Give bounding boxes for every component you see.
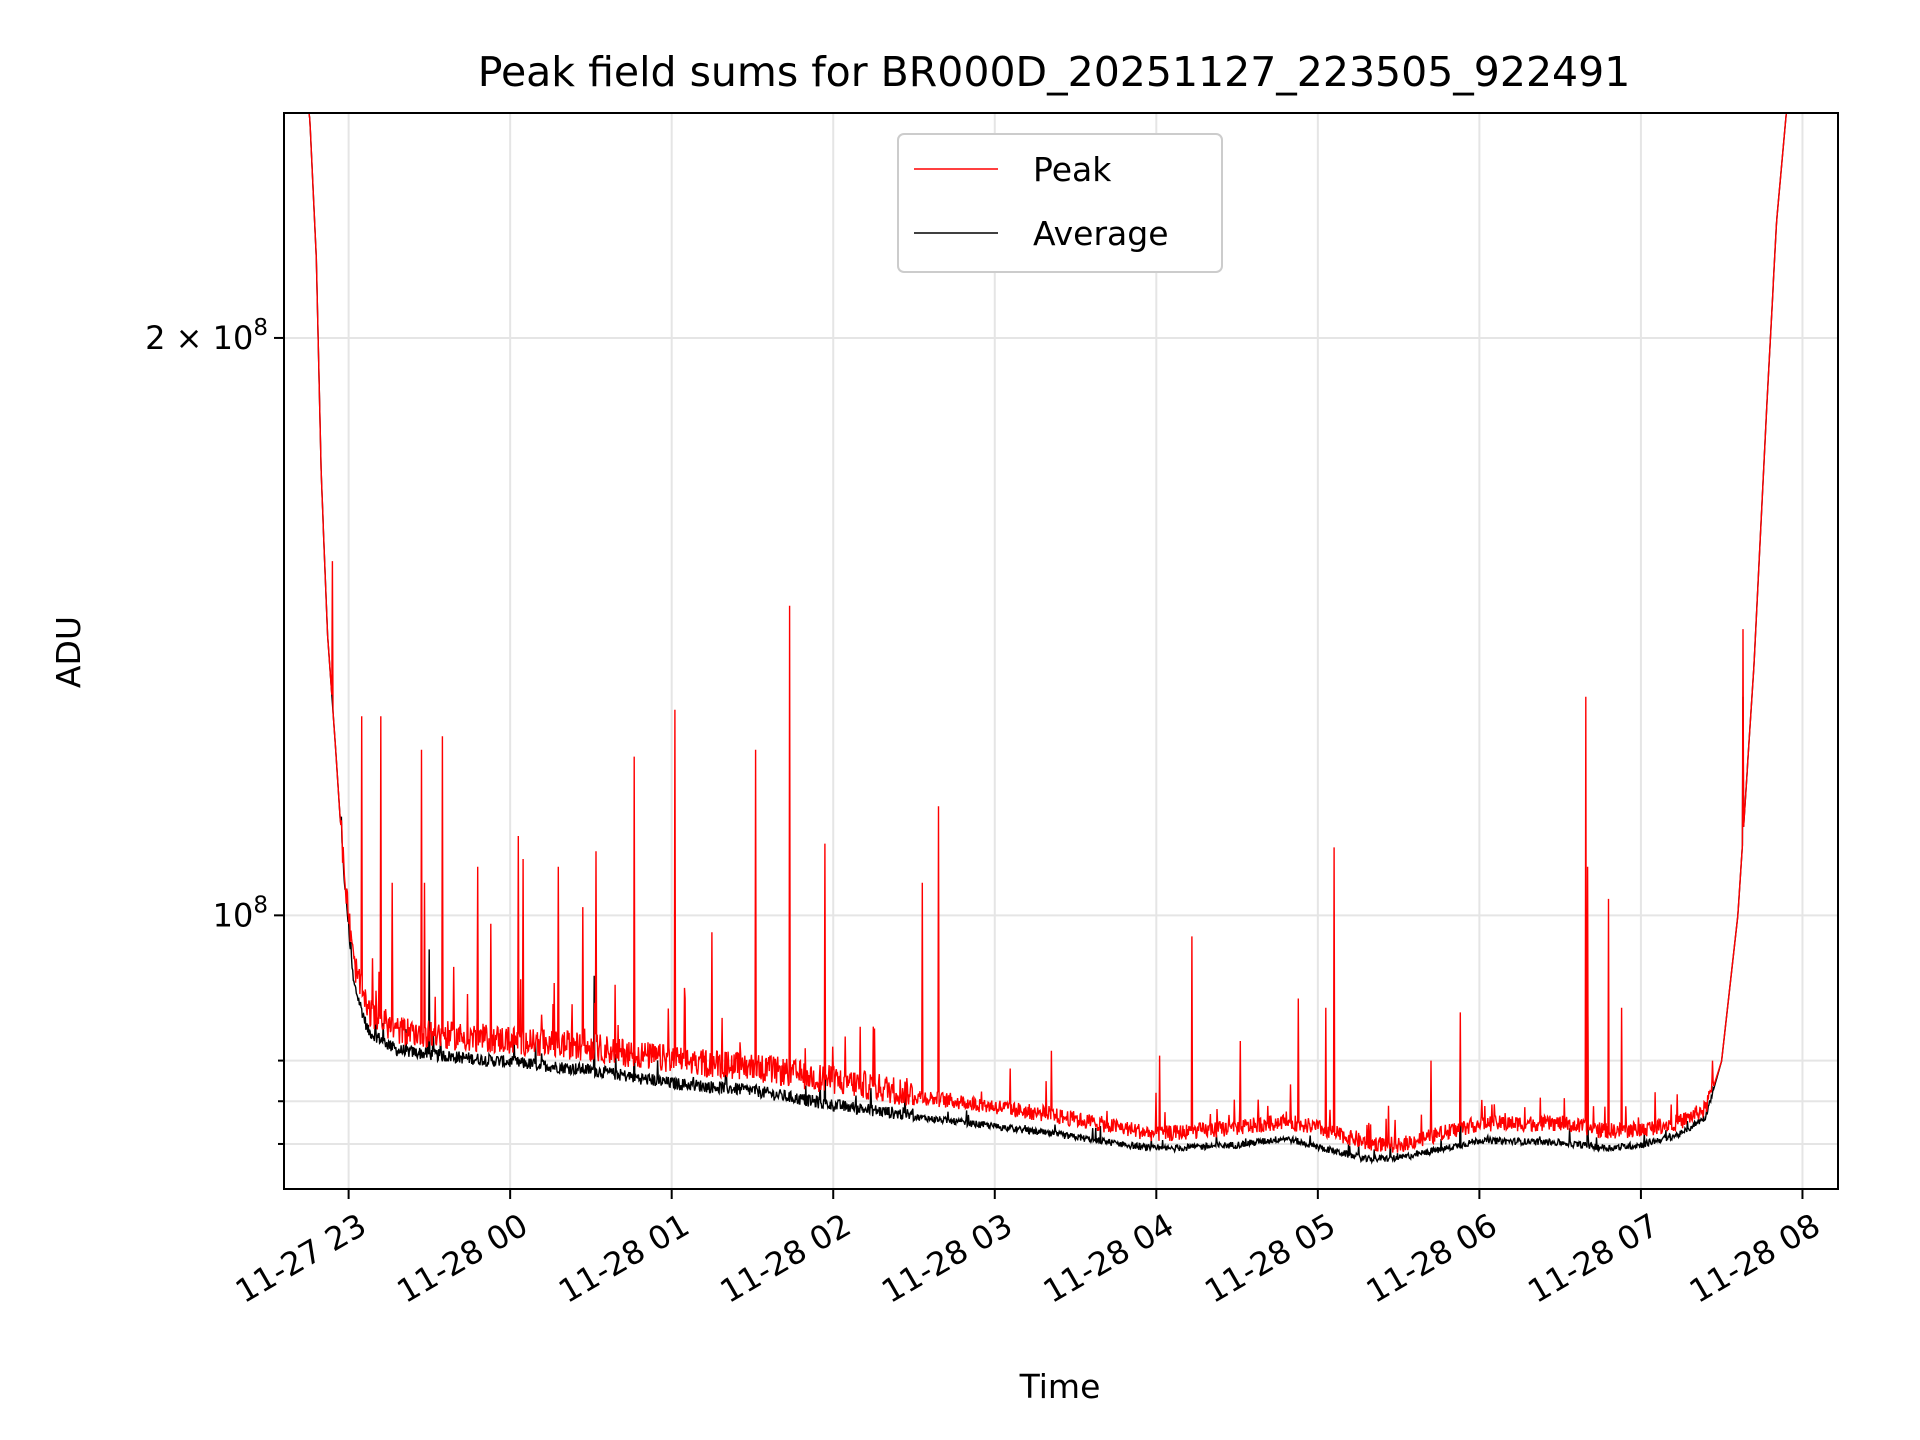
peak-series-line <box>308 113 1788 1153</box>
plot-frame <box>283 112 1839 1190</box>
series-lines <box>308 113 1788 1165</box>
y-tick-label: 2 × 108 <box>145 315 268 357</box>
average-series-line <box>308 113 1788 1165</box>
chart-title: Peak field sums for BR000D_20251127_2235… <box>478 48 1631 96</box>
legend-label-average: Average <box>1033 214 1169 253</box>
y-tick-label: 108 <box>213 892 268 934</box>
legend-label-peak: Peak <box>1033 150 1112 189</box>
y-axis-label: ADU <box>49 616 88 688</box>
grid-lines <box>284 113 1838 1189</box>
legend: Peak Average <box>897 133 1223 273</box>
x-axis-label: Time <box>1019 1367 1101 1406</box>
